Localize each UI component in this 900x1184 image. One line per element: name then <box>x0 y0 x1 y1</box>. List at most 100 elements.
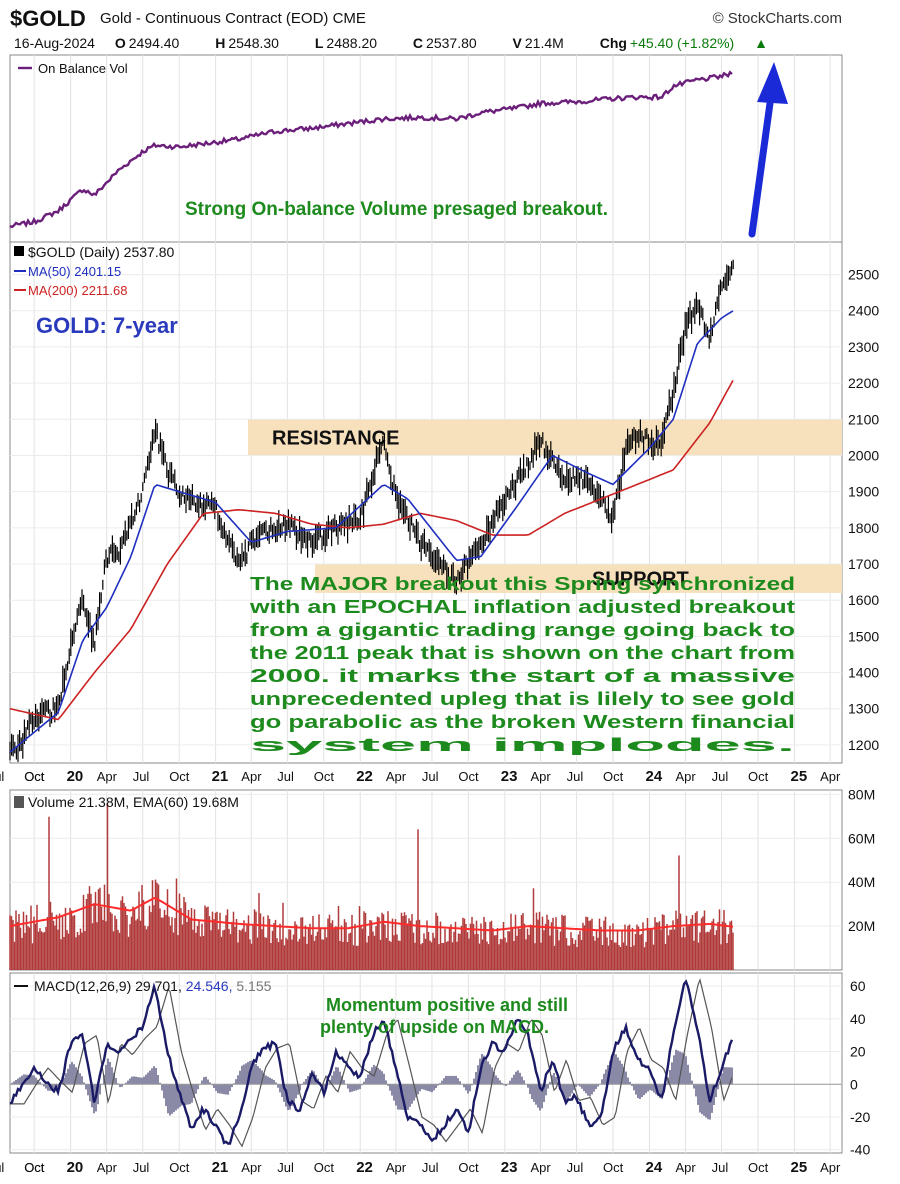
instrument-description: Gold - Continuous Contract (EOD) CME <box>100 10 366 27</box>
x-axis-label: 21 <box>212 1159 229 1176</box>
x-axis-label: Jul <box>712 1160 729 1175</box>
x-axis-label: Oct <box>603 769 624 784</box>
x-axis-label: Oct <box>314 1160 335 1175</box>
x-axis-label: 24 <box>646 768 663 785</box>
x-axis-label: Jul <box>422 769 439 784</box>
price-tick-label: 1800 <box>848 520 879 536</box>
price-annotation-line: 2000. it marks the start of a massive <box>250 665 795 686</box>
price-annotation-line: The MAJOR breakout this Spring synchroni… <box>250 573 795 594</box>
obv-annotation: Strong On-balance Volume presaged breako… <box>185 199 608 220</box>
obv-legend: On Balance Vol <box>38 61 128 76</box>
price-tick-label: 1600 <box>848 592 879 608</box>
x-axis-label: 21 <box>212 768 229 785</box>
x-axis-label: Oct <box>603 1160 624 1175</box>
x-axis-label: Jul <box>0 1160 4 1175</box>
x-axis-label: Jul <box>712 769 729 784</box>
x-axis-label: Jul <box>133 769 150 784</box>
macd-legend: MACD(12,26,9) 29.701, 24.546, 5.155 <box>34 978 272 994</box>
macd-tick-label: 40 <box>850 1011 866 1027</box>
x-axis-label: 20 <box>67 1159 84 1176</box>
price-tick-label: 2100 <box>848 411 879 427</box>
x-axis-label: Oct <box>314 769 335 784</box>
macd-annotation: Momentum positive and still plenty of ups… <box>320 995 568 1037</box>
ma200-legend: MA(200) 2211.68 <box>28 283 128 298</box>
volume-bars <box>9 803 734 970</box>
x-axis-label: Apr <box>386 1160 407 1175</box>
obv-line <box>9 70 733 229</box>
brand: © StockCharts.com <box>712 10 842 27</box>
x-axis-label: Apr <box>676 769 697 784</box>
price-bars <box>9 259 734 762</box>
x-axis-label: Oct <box>169 1160 190 1175</box>
macd-tick-label: 60 <box>850 978 866 994</box>
quote-low: L 2488.20 <box>314 35 378 51</box>
price-annotation-line: from a gigantic trading range going back… <box>250 619 795 640</box>
price-annotation: The MAJOR breakout this Spring synchroni… <box>249 573 795 755</box>
x-axis-label: 25 <box>791 768 808 785</box>
price-annotation-line: with an EPOCHAL inflation adjusted break… <box>249 596 795 617</box>
x-axis-label: Jul <box>133 1160 150 1175</box>
panel-frame-price <box>9 241 843 764</box>
macd-annotation-line: plenty of upside on MACD. <box>320 1017 549 1037</box>
macd-tick-label: 0 <box>850 1076 858 1092</box>
price-annotation-line: system implodes. <box>250 734 795 755</box>
ma50-line <box>9 310 734 753</box>
breakout-arrow-head <box>757 62 788 104</box>
x-axis-label: 24 <box>646 1159 663 1176</box>
x-axis-label: 25 <box>791 1159 808 1176</box>
macd-tick-label: 20 <box>850 1044 866 1060</box>
price-tick-label: 2500 <box>848 267 879 283</box>
macd-tick-label: -20 <box>850 1109 870 1125</box>
x-axis-label: Apr <box>97 1160 118 1175</box>
x-axis-label: Apr <box>676 1160 697 1175</box>
x-axis-label: Apr <box>386 769 407 784</box>
macd-tick-label: -40 <box>850 1142 870 1158</box>
price-tick-label: 2300 <box>848 339 879 355</box>
quote-line: 16-Aug-2024 O 2494.40 H 2548.30 L 2488.20 C… <box>14 35 800 51</box>
x-axis-label: 23 <box>501 768 518 785</box>
price-legend-icon <box>14 246 24 256</box>
volume-legend-icon <box>14 796 24 808</box>
price-tick-label: 1200 <box>848 737 879 753</box>
macd-annotation-line: Momentum positive and still <box>326 995 568 1015</box>
price-tick-label: 1500 <box>848 628 879 644</box>
price-tick-label: 2400 <box>848 303 879 319</box>
x-axis-label: Apr <box>241 769 262 784</box>
x-axis-label: Jul <box>0 769 4 784</box>
x-axis-label: Oct <box>24 1160 45 1175</box>
x-axis-label: Apr <box>241 1160 262 1175</box>
macd-signal-line <box>10 978 733 1148</box>
x-axis-label: Jul <box>567 1160 584 1175</box>
x-axis-label: Jul <box>422 1160 439 1175</box>
x-axis-label: Oct <box>458 1160 479 1175</box>
quote-change: Chg +45.40 (+1.82%) ▲ <box>599 35 768 51</box>
price-tick-label: 2000 <box>848 447 879 463</box>
price-annotation-line: go parabolic as the broken Western finan… <box>250 711 795 732</box>
macd-signal-value: 24.546, <box>186 978 237 994</box>
up-triangle-icon: ▲ <box>754 35 768 51</box>
chart-title: GOLD: 7-year <box>36 313 178 338</box>
x-axis-label: Jul <box>277 1160 294 1175</box>
x-axis-label: Apr <box>531 769 552 784</box>
macd-line <box>9 979 734 1145</box>
price-tick-label: 1300 <box>848 701 879 717</box>
quote-close: C 2537.80 <box>412 35 477 51</box>
volume-ema-line <box>9 897 734 932</box>
volume-tick-label: 80M <box>848 786 875 802</box>
macd-value: MACD(12,26,9) 29.701, <box>34 978 186 994</box>
x-axis-label: Apr <box>820 1160 841 1175</box>
volume-tick-label: 60M <box>848 830 875 846</box>
support-label: SUPPORT <box>592 568 689 590</box>
price-tick-label: 1900 <box>848 484 879 500</box>
price-annotation-line: unprecedented upleg that is lilely to se… <box>250 688 795 709</box>
quote-date: 16-Aug-2024 <box>14 35 95 51</box>
x-axis-label: Oct <box>24 769 45 784</box>
x-axis-label: Apr <box>97 769 118 784</box>
x-axis-label: Oct <box>169 769 190 784</box>
x-axis-label: Oct <box>458 769 479 784</box>
volume-tick-label: 20M <box>848 918 875 934</box>
quote-volume: V 21.4M <box>512 35 564 51</box>
price-annotation-line: the 2011 peak that is shown on the chart… <box>250 642 795 663</box>
price-tick-label: 2200 <box>848 375 879 391</box>
